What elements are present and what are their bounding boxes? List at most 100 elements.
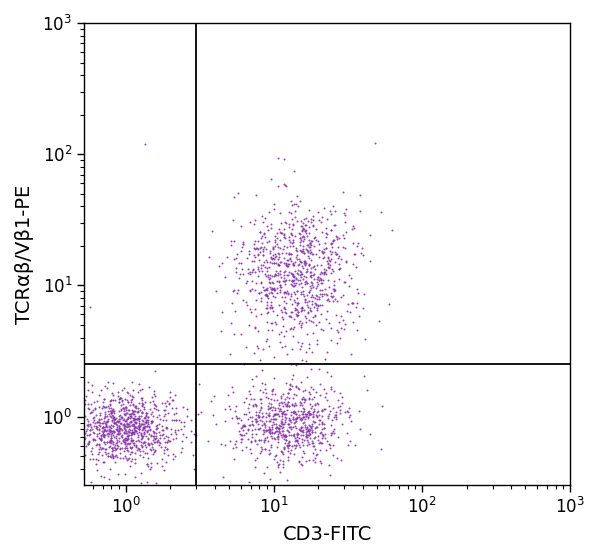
Point xyxy=(128,438,138,447)
Point xyxy=(296,323,306,332)
Point xyxy=(70,396,79,405)
Point xyxy=(275,337,285,346)
Point xyxy=(331,250,341,259)
Point xyxy=(146,463,156,472)
Point xyxy=(239,397,249,406)
Point xyxy=(155,440,164,449)
Point xyxy=(306,256,316,265)
Point xyxy=(271,423,281,432)
Point xyxy=(233,288,242,297)
Point xyxy=(301,226,311,235)
Point xyxy=(149,400,158,409)
Point xyxy=(100,437,109,446)
Point xyxy=(244,425,253,434)
Point xyxy=(306,306,316,315)
Point xyxy=(98,428,108,437)
Point xyxy=(96,444,106,453)
Point xyxy=(228,287,238,296)
Point xyxy=(275,283,284,292)
Point xyxy=(340,233,349,242)
Point xyxy=(260,384,269,393)
Point xyxy=(292,441,301,450)
Point xyxy=(298,395,307,404)
Point xyxy=(307,273,316,282)
Point xyxy=(293,276,303,285)
Point xyxy=(283,427,293,435)
Point xyxy=(148,416,157,425)
Point xyxy=(265,304,274,312)
Point xyxy=(143,419,153,428)
Point xyxy=(326,239,336,248)
Point xyxy=(155,438,164,447)
Point xyxy=(122,416,131,425)
Point xyxy=(328,292,337,301)
Point xyxy=(131,440,141,449)
Point xyxy=(116,419,126,428)
Point xyxy=(122,409,132,418)
Point xyxy=(331,414,341,423)
Point xyxy=(338,230,348,239)
Point xyxy=(278,430,288,439)
Point xyxy=(251,408,261,416)
Point xyxy=(320,429,330,438)
Point xyxy=(140,438,150,447)
Point xyxy=(258,250,268,259)
Point xyxy=(128,428,137,437)
Point xyxy=(308,417,317,426)
Point xyxy=(317,268,326,277)
Point xyxy=(284,208,294,217)
Point xyxy=(292,275,301,284)
Point xyxy=(108,421,118,430)
Point xyxy=(166,430,176,439)
Point xyxy=(273,255,283,264)
Point xyxy=(211,286,221,295)
Point xyxy=(115,421,124,430)
Point xyxy=(140,413,149,421)
Point xyxy=(280,400,289,409)
Point xyxy=(287,344,296,353)
Point xyxy=(104,425,114,434)
Point xyxy=(310,404,319,413)
Point xyxy=(275,269,285,278)
Point xyxy=(248,401,258,410)
Point xyxy=(256,277,266,286)
Point xyxy=(283,453,293,462)
Point xyxy=(123,454,133,463)
Point xyxy=(260,229,269,238)
Point xyxy=(262,318,272,327)
Point xyxy=(305,282,315,291)
Point xyxy=(170,427,179,436)
Point xyxy=(139,419,148,428)
Point xyxy=(119,420,128,429)
Point xyxy=(277,447,287,456)
Point xyxy=(288,394,298,402)
Point xyxy=(290,398,299,407)
Point xyxy=(112,441,122,450)
Point xyxy=(270,270,280,279)
Point xyxy=(137,432,147,440)
Point xyxy=(108,427,118,436)
Point xyxy=(332,250,342,259)
Point xyxy=(342,307,352,316)
Point xyxy=(297,452,307,461)
Point xyxy=(307,237,317,246)
Point xyxy=(75,452,85,461)
Point xyxy=(100,437,109,446)
Point xyxy=(170,452,179,461)
Point xyxy=(224,390,233,399)
Point xyxy=(273,410,283,419)
Point xyxy=(106,400,115,409)
Point xyxy=(280,287,290,296)
Point xyxy=(292,435,301,444)
Point xyxy=(282,401,292,410)
Point xyxy=(258,425,268,434)
Point xyxy=(285,254,295,263)
Point xyxy=(338,290,348,299)
Point xyxy=(298,270,307,279)
Point xyxy=(97,386,106,395)
Point xyxy=(314,419,324,428)
Point xyxy=(150,367,160,376)
Point xyxy=(290,421,299,430)
Point xyxy=(149,432,158,440)
Point xyxy=(263,270,272,279)
